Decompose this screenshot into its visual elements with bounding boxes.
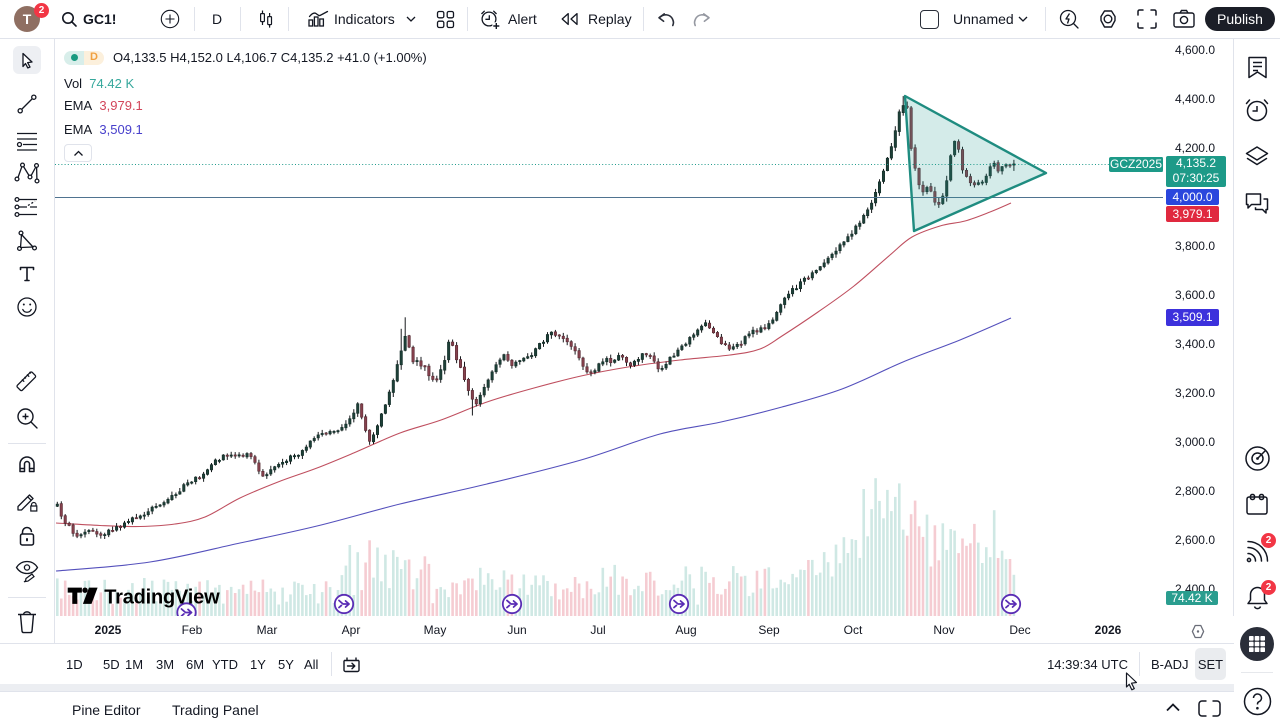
svg-text:TradingView: TradingView: [104, 587, 220, 609]
